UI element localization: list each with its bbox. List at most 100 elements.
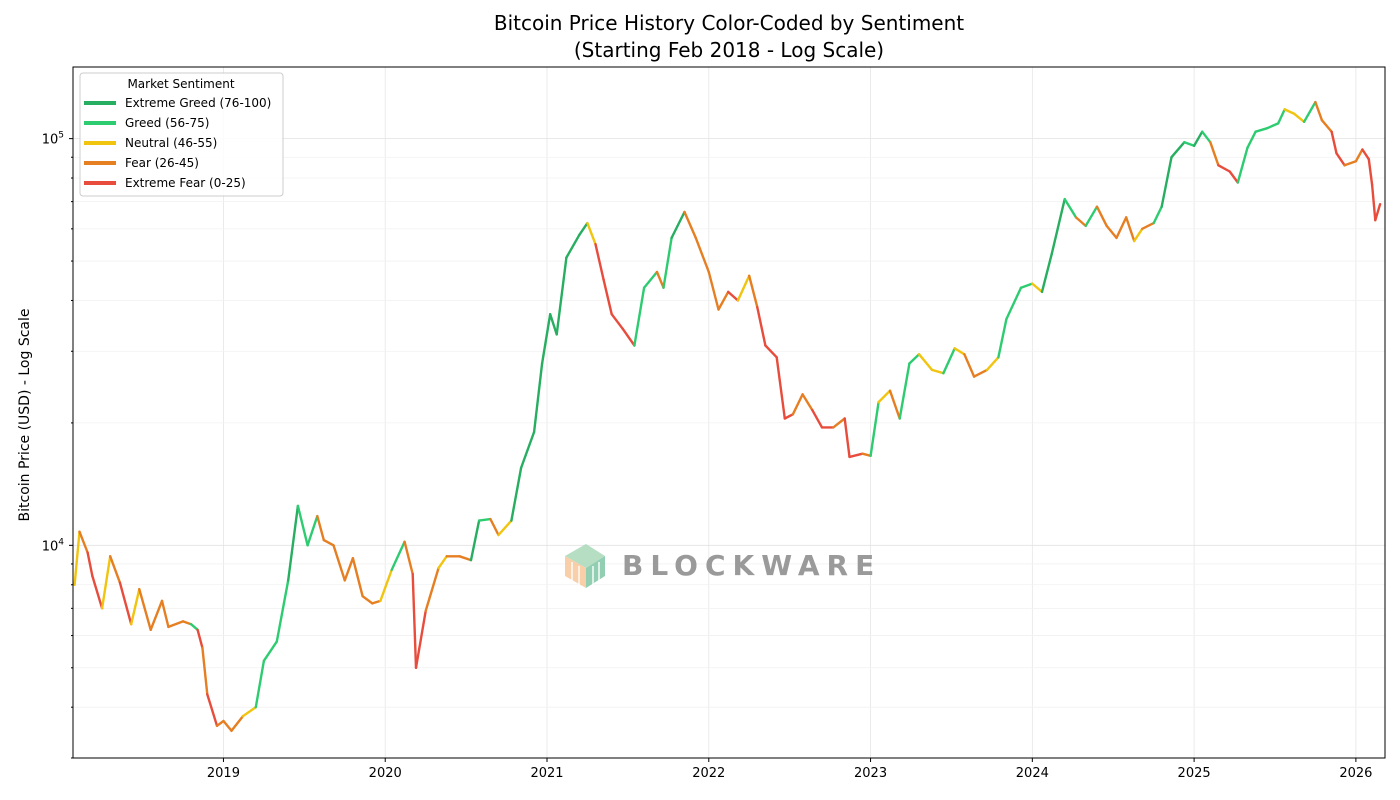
price-segment-extreme-greed — [540, 313, 552, 365]
price-segment-fear — [78, 530, 89, 554]
price-segment-fear — [489, 517, 500, 537]
price-segment-greed — [1152, 205, 1163, 225]
price-segment-fear — [801, 393, 814, 412]
price-segment-fear — [351, 557, 364, 598]
price-segment-greed — [296, 504, 309, 547]
legend: Market Sentiment Extreme Greed (76-100) G… — [79, 72, 284, 197]
price-segment-greed — [869, 400, 880, 457]
x-tick-label: 2025 — [1178, 766, 1211, 781]
price-segment-fear — [1314, 100, 1324, 122]
price-segment-fear — [888, 389, 901, 420]
price-segment-fear — [963, 353, 976, 378]
x-tick-label: 2021 — [530, 766, 563, 781]
price-segment-extreme-fear — [783, 413, 795, 420]
price-segment-neutral — [497, 519, 513, 537]
price-segment-fear — [316, 514, 325, 542]
price-segment-extreme-greed — [578, 221, 589, 237]
price-segment-greed — [942, 347, 956, 375]
price-segment-extreme-greed — [549, 313, 558, 336]
price-segment-extreme-fear — [1361, 148, 1371, 161]
price-segment-extreme-fear — [411, 572, 418, 669]
price-segment-neutral — [379, 568, 393, 603]
chart-subtitle: (Starting Feb 2018 - Log Scale) — [574, 38, 884, 62]
price-segment-extreme-greed — [519, 430, 536, 470]
price-segment-greed — [1200, 130, 1212, 144]
chart-title: Bitcoin Price History Color-Coded by Sen… — [494, 11, 964, 35]
price-segment-extreme-fear — [1370, 183, 1377, 222]
price-segment-extreme-fear — [727, 290, 740, 302]
price-segment-extreme-fear — [206, 693, 219, 727]
price-segment-extreme-greed — [532, 362, 544, 434]
price-segment-fear — [694, 236, 710, 274]
price-segment-extreme-greed — [1160, 155, 1173, 208]
price-segment-greed — [1246, 130, 1257, 149]
price-segment-fear — [972, 368, 989, 378]
price-segment-fear — [371, 599, 382, 605]
price-segment-fear — [424, 566, 440, 613]
price-segment-fear — [791, 393, 804, 416]
price-segment-extreme-greed — [565, 233, 581, 259]
price-segment-extreme-fear — [602, 278, 613, 316]
watermark-text: BLOCKWARE — [622, 549, 881, 582]
price-segment-neutral — [73, 530, 81, 586]
plot-frame — [72, 66, 1386, 759]
price-segment-fear — [222, 719, 233, 732]
price-segment-fear — [1074, 216, 1087, 228]
legend-label-fear: Fear (26-45) — [125, 156, 199, 170]
price-segment-greed — [1236, 146, 1249, 184]
y-axis: 104 105 — [42, 131, 73, 759]
price-segment-fear — [230, 715, 245, 732]
x-tick-label: 2022 — [692, 766, 725, 781]
price-segment-extreme-greed — [555, 256, 568, 336]
price-segment-fear — [683, 210, 697, 240]
price-segment-extreme-fear — [1217, 164, 1231, 173]
price-segment-greed — [1063, 197, 1078, 219]
price-segment-fear — [707, 270, 720, 311]
price-segment-greed — [390, 540, 406, 572]
legend-label-neutral: Neutral (46-55) — [125, 136, 217, 150]
y-tick-label: 104 — [42, 537, 65, 554]
price-segment-neutral — [586, 221, 597, 246]
price-segment-greed — [898, 362, 911, 420]
price-segment-extreme-fear — [414, 609, 427, 669]
price-segment-neutral — [1031, 282, 1044, 294]
price-segment-greed — [1254, 127, 1269, 133]
price-segment-greed — [633, 286, 646, 347]
legend-label-greed: Greed (56-75) — [125, 116, 209, 130]
price-segment-extreme-fear — [118, 581, 133, 626]
price-segment-extreme-fear — [1335, 152, 1346, 167]
price-segment-fear — [1343, 159, 1358, 167]
price-segment-extreme-fear — [764, 344, 778, 359]
price-segment-fear — [861, 452, 872, 457]
price-segment-extreme-greed — [670, 210, 686, 240]
price-segment-extreme-fear — [621, 328, 636, 347]
price-segment-greed — [1302, 100, 1317, 124]
price-segment-fear — [1354, 148, 1364, 163]
price-segment-fear — [655, 270, 665, 289]
price-segment-extreme-fear — [610, 313, 625, 331]
price-segment-fear — [167, 620, 185, 629]
y-axis-label: Bitcoin Price (USD) - Log Scale — [17, 309, 33, 522]
price-segment-greed — [997, 317, 1008, 359]
price-segment-extreme-greed — [469, 519, 481, 562]
price-segment-extreme-greed — [1170, 140, 1186, 159]
price-segment-fear — [1095, 205, 1108, 228]
price-segment-fear — [748, 274, 759, 309]
price-segment-greed — [254, 659, 266, 709]
price-segment-extreme-fear — [811, 408, 824, 429]
price-segment-greed — [1019, 282, 1034, 289]
price-segment-extreme-fear — [1330, 130, 1338, 155]
y-tick-label: 105 — [42, 131, 64, 148]
price-segment-extreme-fear — [848, 452, 864, 459]
price-segment-extreme-fear — [196, 628, 204, 649]
x-tick-label: 2020 — [369, 766, 402, 781]
price-segment-neutral — [437, 555, 448, 570]
price-segment-neutral — [241, 706, 258, 718]
price-segment-greed — [189, 623, 199, 631]
price-segment-extreme-fear — [594, 242, 605, 281]
price-segment-neutral — [930, 368, 945, 375]
price-segment-fear — [343, 557, 355, 582]
price-segment-fear — [149, 599, 164, 631]
price-segment-neutral — [917, 353, 934, 372]
